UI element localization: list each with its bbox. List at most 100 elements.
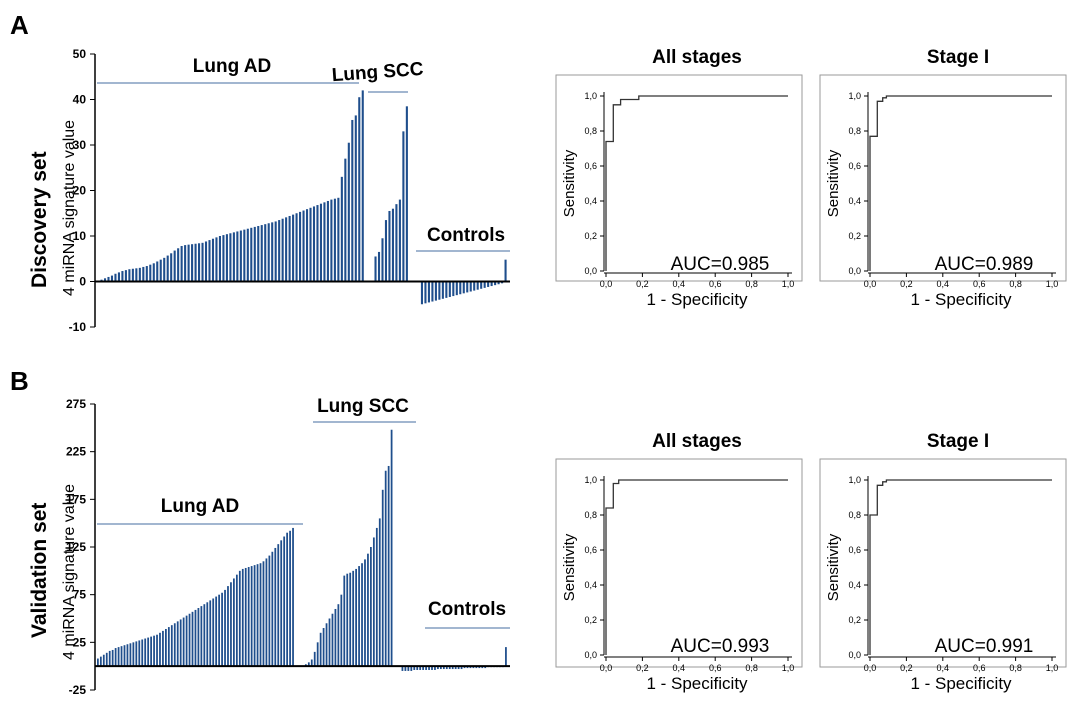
panel-a-bar-lung-ad: [198, 243, 201, 282]
panel-b-roc-all-stages: All stages 0,00,0 0,2 0,2 0,4 0,4 0,6 0,6 0,8 0,8…: [555, 431, 803, 693]
panel-b-y-axis-title: 4 miRNA signature value: [61, 484, 78, 660]
panel-a-bar-lung-ad: [194, 243, 197, 282]
panel-a-bar-lung-ad: [337, 197, 340, 282]
panel-b-bar-lung-ad: [185, 615, 188, 667]
panel-a-bar-lung-scc: [398, 199, 401, 282]
panel-b-bar-lung-ad: [280, 540, 283, 667]
panel-a-bar-controls: [490, 281, 493, 287]
panel-b-bar-controls: [428, 666, 430, 670]
panel-b-bar-controls: [451, 666, 454, 670]
panel-b-bar-lung-ad: [265, 558, 268, 667]
roc-b2-y-tick-label: 0,2: [848, 615, 861, 625]
panel-a-bar-lung-ad: [236, 231, 239, 282]
panel-b-bar-lung-ad: [191, 611, 194, 667]
panel-b-letter: B: [10, 366, 29, 396]
panel-a-bar-lung-ad: [326, 200, 329, 282]
panel-b-bar-lung-ad: [277, 544, 280, 667]
panel-b-bar-lung-ad: [141, 639, 144, 667]
roc-a1-y-tick-label: 0,0: [584, 266, 597, 276]
roc-a2-x-tick-label: 0,2: [900, 279, 913, 289]
panel-a-bar-lung-scc: [388, 210, 391, 282]
roc-b1-x-tick-label: 0,8: [745, 663, 758, 673]
panel-b-bar-lung-ad: [188, 613, 191, 667]
panel-a-bar-lung-scc: [405, 106, 408, 282]
panel-a-bar-lung-ad: [351, 119, 354, 282]
panel-a-bar-controls: [480, 281, 483, 289]
roc-a2-x-tick-label: 0,0: [864, 279, 877, 289]
roc-b2-roc-curve: [869, 479, 1052, 655]
panel-a-set-label: Discovery set: [28, 151, 51, 288]
panel-b-bar-lung-ad: [203, 604, 206, 667]
roc-b2-x-axis-title: 1 - Specificity: [910, 674, 1012, 693]
panel-b-bar-controls: [431, 666, 433, 670]
panel-b-bar-lung-ad: [114, 648, 117, 667]
panel-a-y-axis-title: 4 miRNA signature value: [61, 120, 78, 296]
panel-b-bar-lung-scc: [384, 470, 387, 667]
roc-b2-y-tick-label: 0,4: [848, 580, 861, 590]
panel-b-bar-lung-ad: [117, 647, 120, 667]
panel-a-bar-controls: [438, 281, 441, 300]
panel-b-bar-lung-ad: [126, 644, 129, 667]
panel-b-bar-controls: [454, 666, 457, 670]
panel-a-bar-lung-ad: [285, 217, 288, 282]
panel-b-bar-lung-ad: [215, 596, 218, 667]
panel-b-bar-lung-scc: [364, 559, 366, 667]
panel-b-bar-lung-ad: [138, 640, 141, 667]
panel-b-bar-lung-ad: [221, 592, 223, 667]
panel-b-bar-lung-ad: [200, 606, 203, 667]
panel-b-bar-controls: [445, 666, 448, 670]
panel-b-bar-lung-scc: [316, 642, 319, 667]
panel-b-bar-lung-scc: [340, 594, 343, 667]
panel-b-bar-lung-ad: [197, 608, 200, 667]
panel-a-bar-lung-ad: [180, 246, 183, 282]
panel-a-bar-lung-ad: [218, 236, 221, 282]
panel-a-bar-lung-ad: [361, 90, 364, 282]
panel-b-bar-lung-ad: [173, 623, 176, 667]
panel-a-bar-controls: [455, 281, 458, 296]
panel-b-bar-lung-scc: [310, 659, 313, 667]
panel-a-bar-controls: [424, 281, 427, 304]
roc-b1-y-tick-label: 1,0: [584, 475, 597, 485]
panel-b-group-label-controls: Controls: [428, 599, 506, 620]
panel-a-bar-controls: [497, 281, 500, 285]
roc-a2-x-tick-label: 0,4: [937, 279, 950, 289]
panel-a-bar-lung-ad: [260, 225, 263, 282]
roc-b1-title: All stages: [652, 431, 742, 452]
panel-a-bar-lung-ad: [211, 238, 215, 282]
panel-a-bar-lung-ad: [253, 226, 256, 282]
panel-b-bar-lung-ad: [253, 565, 256, 667]
panel-a-bar-lung-ad: [292, 214, 295, 282]
roc-b1-y-tick-label: 0,2: [584, 615, 597, 625]
panel-a-bar-lung-ad: [225, 234, 228, 282]
panel-a-bar-lung-scc: [381, 238, 384, 282]
roc-b1-roc-curve: [605, 479, 788, 655]
roc-b1-y-tick-label: 0,6: [584, 545, 597, 555]
roc-b1-x-tick-label: 0,4: [673, 663, 686, 673]
panel-b-bar-lung-ad: [212, 598, 215, 667]
panel-b-bar-lung-scc: [375, 527, 378, 667]
panel-a-bar-lung-ad: [135, 268, 138, 282]
roc-b2-y-tick-label: 0,8: [848, 510, 861, 520]
roc-a1-y-tick-label: 0,6: [584, 161, 597, 171]
panel-a-bar-controls: [476, 281, 479, 290]
roc-b2-title: Stage I: [927, 431, 989, 452]
panel-b-bar-lung-scc: [322, 628, 325, 667]
panel-a-bar-lung-ad: [204, 241, 208, 282]
panel-b-bar-lung-ad: [176, 621, 179, 667]
panel-b-bar-lung-ad: [286, 532, 289, 667]
panel-b-bar-lung-ad: [259, 563, 262, 667]
panel-a-bar-lung-ad: [131, 268, 134, 282]
roc-a1-y-axis-title: Sensitivity: [561, 149, 578, 217]
panel-b-bar-lung-ad: [227, 586, 229, 667]
panel-b-bar-lung-ad: [182, 617, 185, 667]
panel-b-bar-lung-scc: [372, 537, 375, 667]
panel-a-bar-lung-ad: [142, 266, 145, 282]
panel-a-bar-lung-ad: [138, 267, 141, 282]
panel-a-bar-lung-ad: [191, 244, 194, 282]
panel-b-y-tick-label: -25: [69, 683, 87, 697]
panel-b-bar-lung-ad: [147, 637, 150, 667]
panel-b-bar-lung-ad: [218, 594, 220, 667]
panel-b-bar-lung-scc: [328, 618, 331, 667]
panel-a-bar-lung-ad: [344, 158, 347, 282]
panel-b-bar-controls: [422, 666, 425, 670]
